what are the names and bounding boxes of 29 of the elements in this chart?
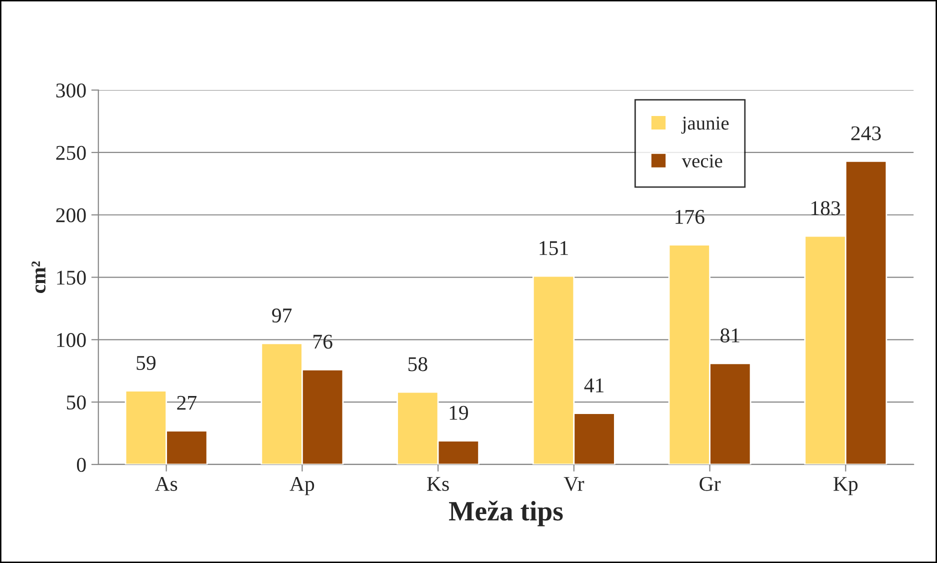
data-label: 27: [177, 396, 197, 410]
data-label: 97: [272, 308, 292, 323]
data-label: 19: [450, 406, 468, 420]
data-label: 58: [408, 357, 428, 372]
data-label: 76: [314, 334, 332, 349]
data-label: 176: [676, 210, 704, 224]
data-label: 243: [851, 126, 881, 140]
legend-label: vecie: [682, 154, 722, 168]
x-tick-label: As: [154, 476, 178, 491]
legend-label: jaunie: [681, 116, 729, 134]
y-tick-label: 150: [57, 270, 86, 285]
data-label: 59: [136, 356, 156, 370]
x-tick-label: Ks: [427, 477, 449, 491]
y-tick-label: 50: [66, 395, 86, 410]
x-tick-label: Kp: [834, 477, 858, 496]
y-axis-title: cm²: [32, 261, 46, 293]
y-tick-label: 300: [56, 83, 86, 98]
data-label: 151: [540, 241, 568, 256]
y-tick-label: 250: [56, 146, 86, 160]
x-tick-label: Gr: [700, 476, 721, 491]
data-label: 81: [720, 328, 740, 342]
data-label: 41: [584, 378, 604, 392]
y-tick-label: 0: [76, 458, 86, 472]
data-label: 183: [811, 201, 840, 216]
x-tick-label: Ap: [290, 476, 314, 496]
y-tick-label: 100: [57, 333, 86, 348]
y-tick-label: 200: [56, 208, 86, 222]
x-axis-title: Meža tips: [448, 500, 563, 526]
x-tick-label: Vr: [564, 477, 584, 492]
